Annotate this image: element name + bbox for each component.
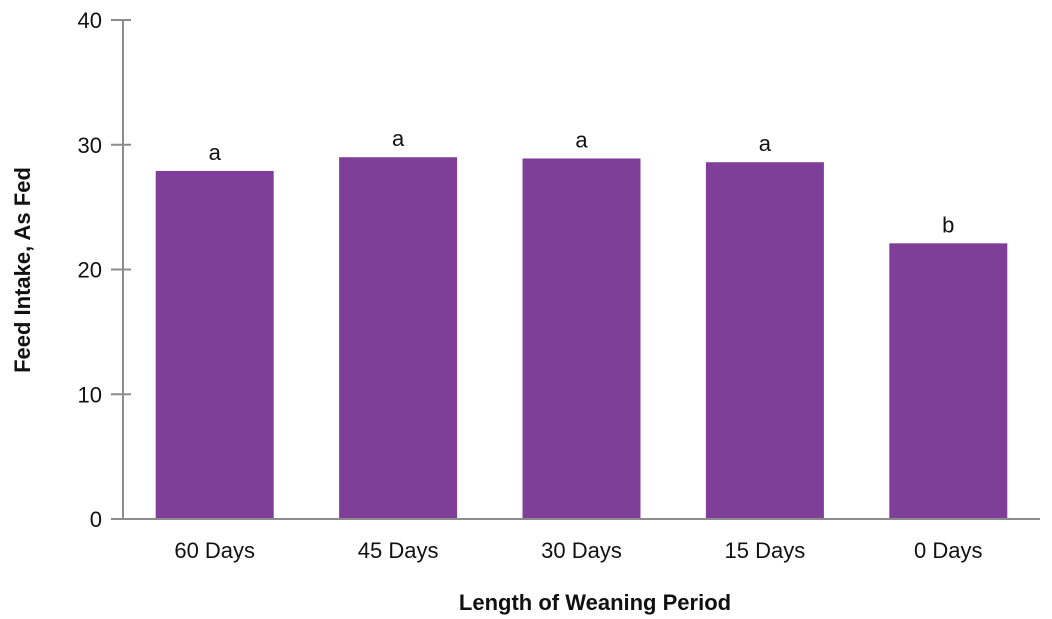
y-tick-label: 40 — [78, 8, 102, 33]
x-tick-label: 60 Days — [174, 538, 255, 563]
data-labels-group: a a a a b — [209, 126, 955, 237]
x-tick-label: 15 Days — [725, 538, 806, 563]
bar — [339, 157, 458, 519]
y-tick-label: 10 — [78, 382, 102, 407]
x-axis-labels: 60 Days 45 Days 30 Days 15 Days 0 Days — [174, 538, 982, 563]
x-tick-label: 0 Days — [914, 538, 982, 563]
bar-data-label: a — [575, 127, 588, 152]
y-axis-ticks: 0 10 20 30 40 — [78, 8, 131, 532]
bar-data-label: a — [209, 140, 222, 165]
bar — [522, 158, 641, 519]
bar-data-label: a — [759, 131, 772, 156]
x-tick-label: 45 Days — [358, 538, 439, 563]
bar — [155, 170, 274, 519]
bar — [889, 243, 1008, 520]
y-tick-label: 20 — [78, 258, 102, 283]
y-axis-title: Feed Intake, As Fed — [10, 167, 35, 373]
x-tick-label: 30 Days — [541, 538, 622, 563]
y-tick-label: 30 — [78, 133, 102, 158]
bar — [705, 162, 824, 519]
y-tick-label: 0 — [90, 507, 102, 532]
bars-group — [155, 157, 1008, 520]
x-axis-title: Length of Weaning Period — [459, 590, 731, 615]
bar-data-label: a — [392, 126, 405, 151]
bar-data-label: b — [942, 212, 954, 237]
